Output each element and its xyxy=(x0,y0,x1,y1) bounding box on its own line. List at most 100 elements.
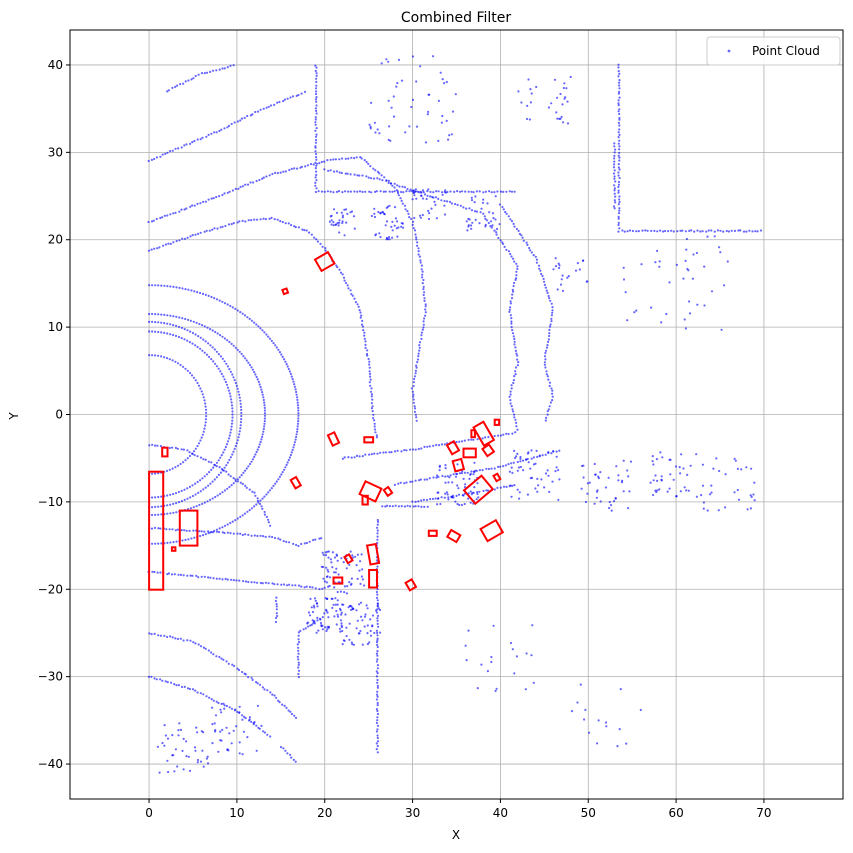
point xyxy=(465,220,468,223)
point xyxy=(163,313,166,316)
point xyxy=(221,578,224,581)
point xyxy=(261,329,264,332)
point xyxy=(494,689,497,693)
point xyxy=(160,313,163,316)
point xyxy=(231,416,234,419)
point xyxy=(260,438,263,441)
point xyxy=(253,455,256,458)
point xyxy=(376,650,379,653)
point xyxy=(430,207,433,210)
point xyxy=(221,491,224,494)
point xyxy=(212,197,215,200)
point xyxy=(261,391,264,394)
point xyxy=(315,164,318,167)
point xyxy=(467,629,470,632)
point xyxy=(154,321,157,324)
point xyxy=(566,276,569,279)
point xyxy=(290,451,293,454)
point xyxy=(314,64,317,67)
point xyxy=(391,229,394,232)
point xyxy=(175,315,178,318)
point xyxy=(222,451,225,454)
point xyxy=(305,229,308,232)
point xyxy=(363,334,366,337)
point xyxy=(209,576,212,579)
x-tick-label: 50 xyxy=(581,806,596,820)
point xyxy=(281,355,284,358)
point xyxy=(263,417,266,420)
point xyxy=(750,467,753,470)
point xyxy=(610,509,613,512)
point xyxy=(617,230,620,233)
point xyxy=(440,199,443,202)
point xyxy=(443,213,447,216)
point xyxy=(419,259,422,262)
point xyxy=(380,62,383,65)
point xyxy=(328,220,331,223)
point xyxy=(285,584,289,587)
point xyxy=(233,379,236,382)
point xyxy=(214,730,217,733)
point xyxy=(195,321,198,324)
point xyxy=(359,629,362,633)
point xyxy=(494,218,497,221)
point xyxy=(375,708,378,711)
point xyxy=(635,309,638,312)
point xyxy=(513,260,516,263)
point xyxy=(230,223,233,226)
point xyxy=(393,186,396,189)
point xyxy=(445,119,448,122)
point xyxy=(154,313,157,316)
point xyxy=(326,575,329,578)
point xyxy=(516,488,519,491)
point xyxy=(713,235,716,238)
point xyxy=(469,501,472,504)
point xyxy=(393,182,396,185)
point xyxy=(255,681,258,684)
point xyxy=(238,430,241,433)
point xyxy=(274,482,277,485)
point xyxy=(346,284,349,287)
point xyxy=(274,171,277,174)
point xyxy=(346,172,349,175)
bounding-box xyxy=(368,569,379,589)
point xyxy=(218,195,221,198)
point xyxy=(297,641,301,644)
point xyxy=(513,225,516,228)
point xyxy=(194,233,197,236)
point xyxy=(452,473,455,476)
point xyxy=(257,325,260,328)
point xyxy=(382,451,385,454)
point xyxy=(613,151,616,154)
point xyxy=(519,457,522,460)
point xyxy=(362,329,365,332)
point xyxy=(366,607,369,610)
point xyxy=(511,408,514,411)
point xyxy=(174,492,178,495)
point xyxy=(670,229,673,232)
point xyxy=(169,323,172,326)
point xyxy=(423,445,426,448)
point xyxy=(583,718,586,721)
point xyxy=(551,399,554,402)
point xyxy=(153,570,156,574)
point xyxy=(263,406,266,409)
point xyxy=(438,444,441,447)
point xyxy=(525,652,528,655)
point xyxy=(336,613,339,616)
point xyxy=(147,675,150,679)
point xyxy=(194,333,197,336)
point xyxy=(154,513,157,517)
point xyxy=(512,379,516,382)
point xyxy=(241,753,244,756)
point xyxy=(174,360,177,363)
point xyxy=(617,154,620,157)
point xyxy=(261,433,264,436)
point xyxy=(439,71,442,74)
point xyxy=(418,341,422,344)
point xyxy=(618,72,621,75)
point xyxy=(376,631,379,635)
point xyxy=(415,366,418,369)
point xyxy=(234,307,237,310)
point xyxy=(617,223,620,227)
